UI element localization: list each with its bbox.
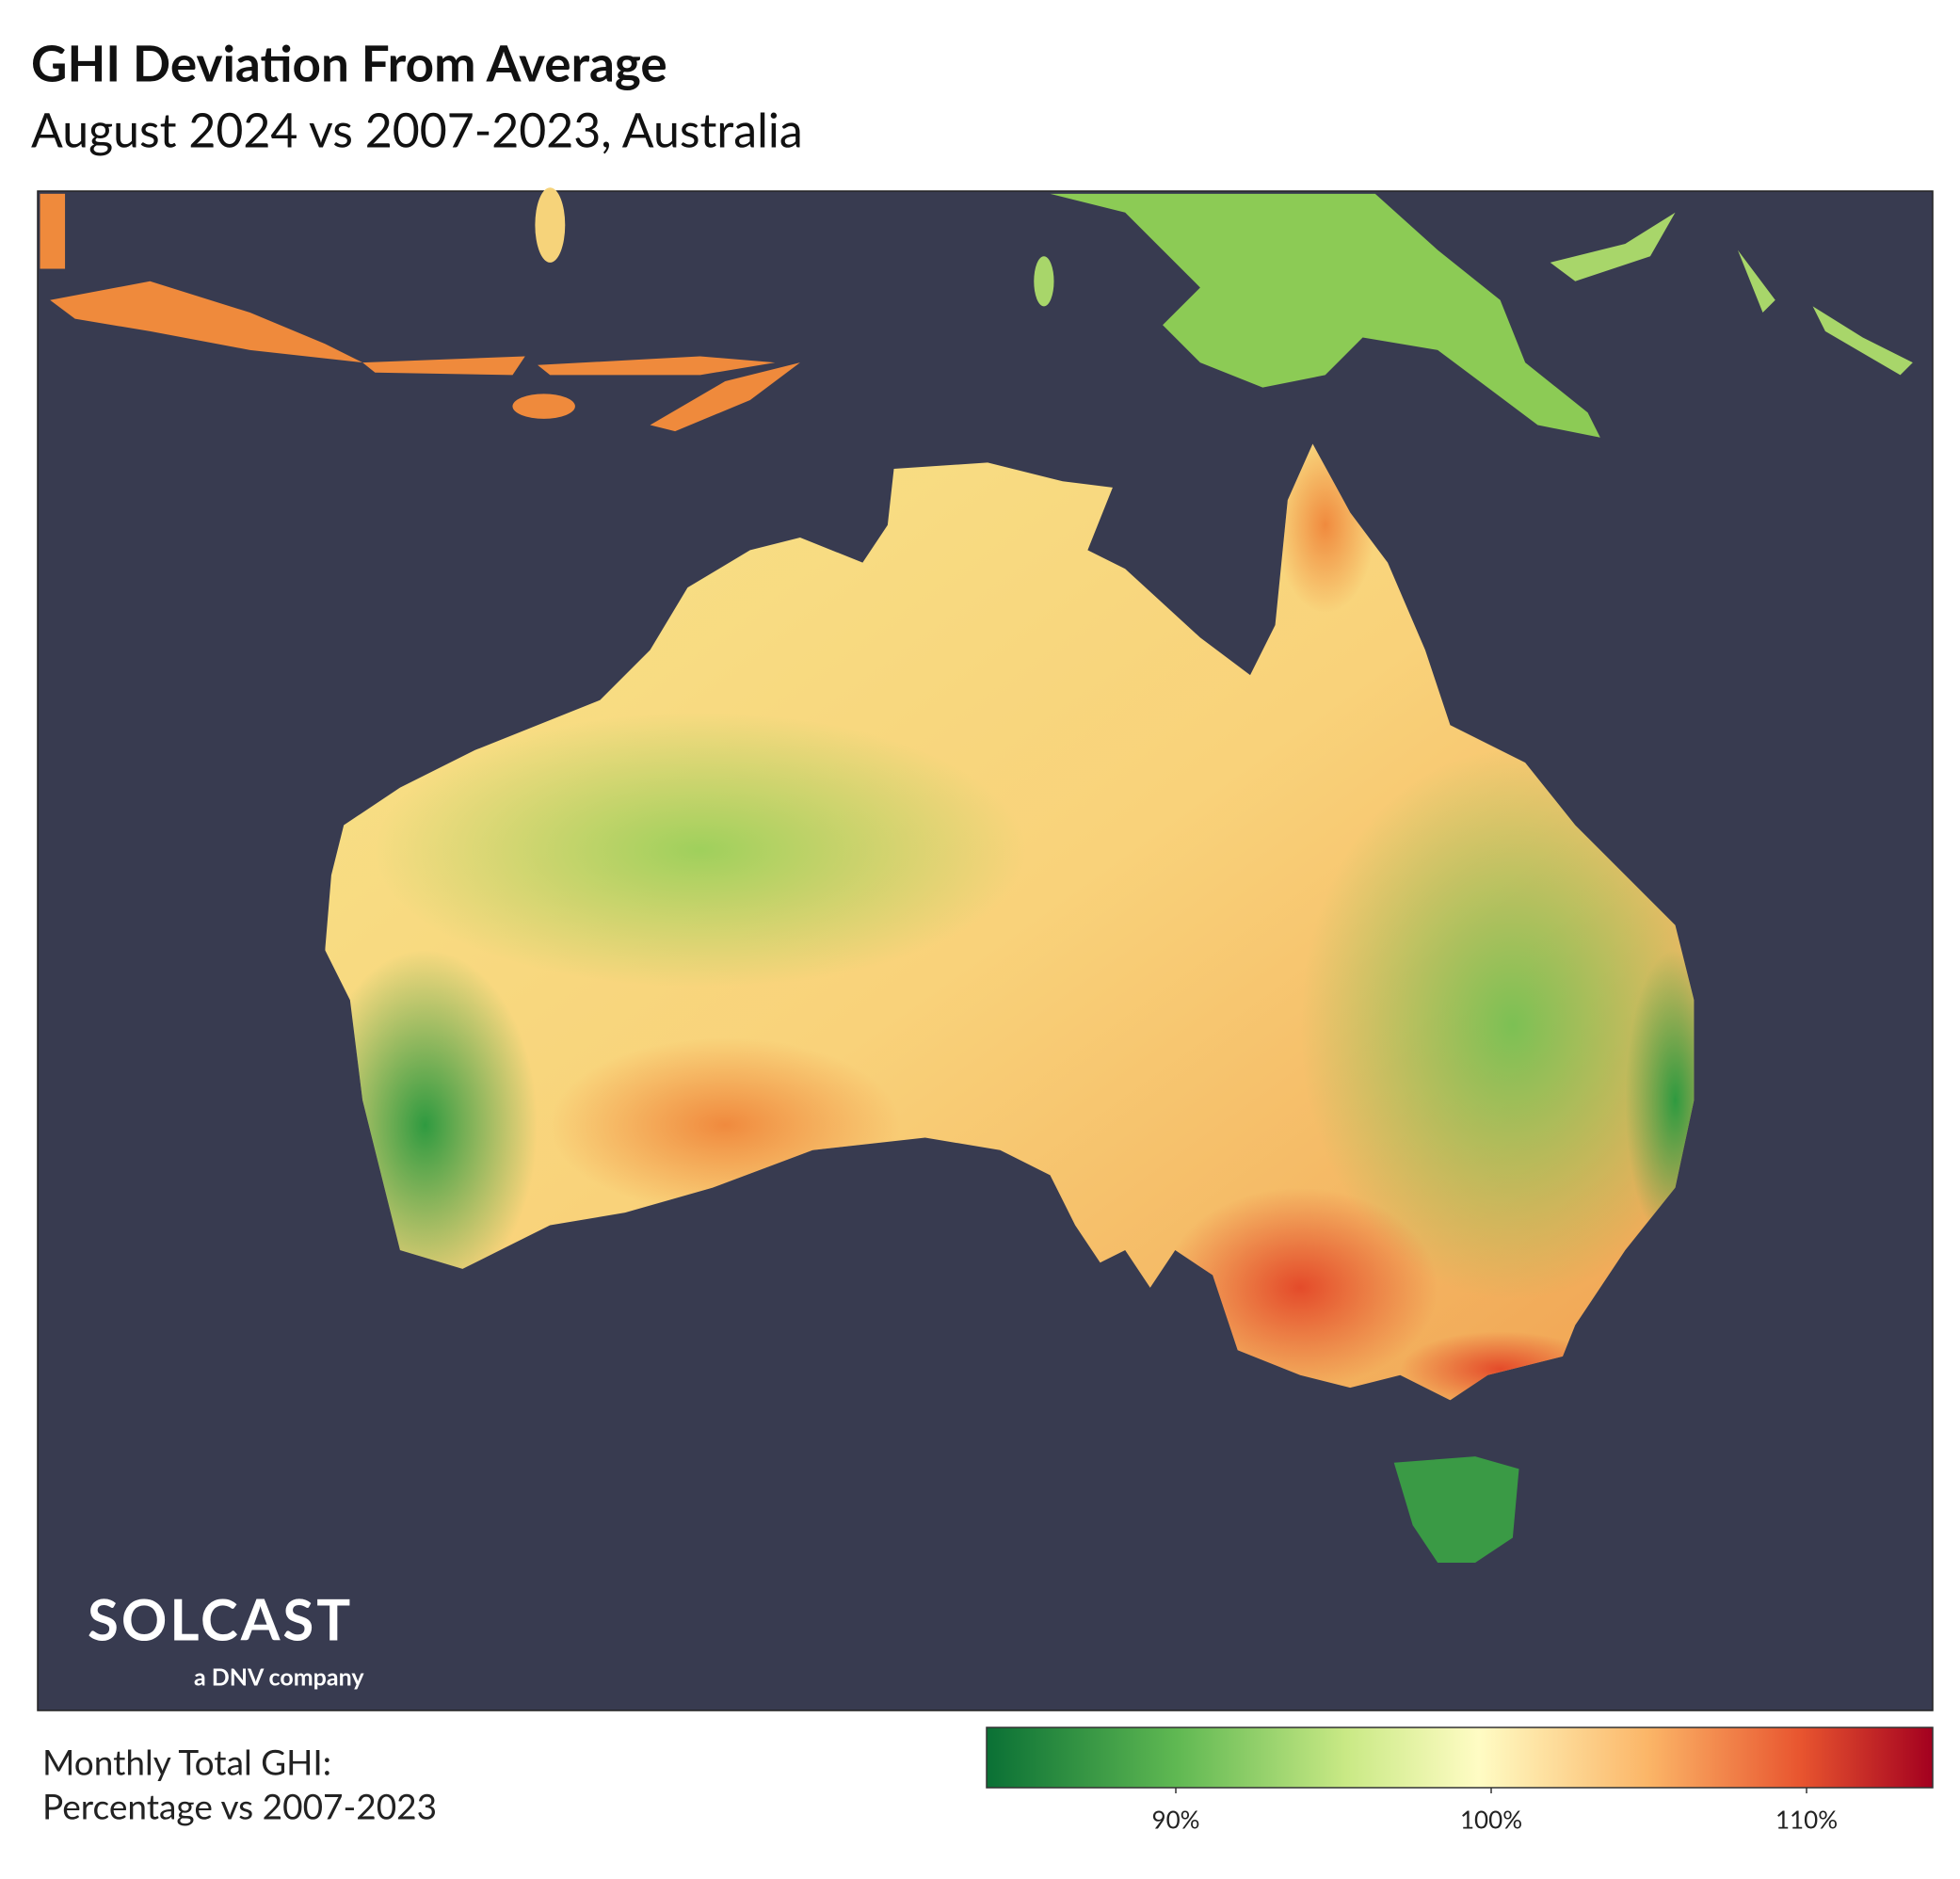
legend-label: Monthly Total GHI: <box>42 1740 331 1782</box>
indonesia-islands <box>40 193 800 432</box>
subtitle: August 2024 vs 2007-2023, Australia <box>31 102 803 158</box>
title: GHI Deviation From Average <box>31 34 667 93</box>
logo-tagline: a DNV company <box>194 1662 364 1691</box>
new-guinea <box>1050 193 1600 438</box>
colorbar-tick-label: 90% <box>1152 1805 1200 1835</box>
pacific-islands <box>535 187 1913 376</box>
colorbar <box>986 1726 1934 1789</box>
colorbar-tick-label: 100% <box>1460 1805 1522 1835</box>
logo-name: SOLCAST <box>88 1584 353 1652</box>
legend-label: Percentage vs 2007-2023 <box>42 1784 437 1826</box>
tasmania <box>1393 1456 1519 1564</box>
colorbar-tick-label: 110% <box>1775 1805 1838 1835</box>
